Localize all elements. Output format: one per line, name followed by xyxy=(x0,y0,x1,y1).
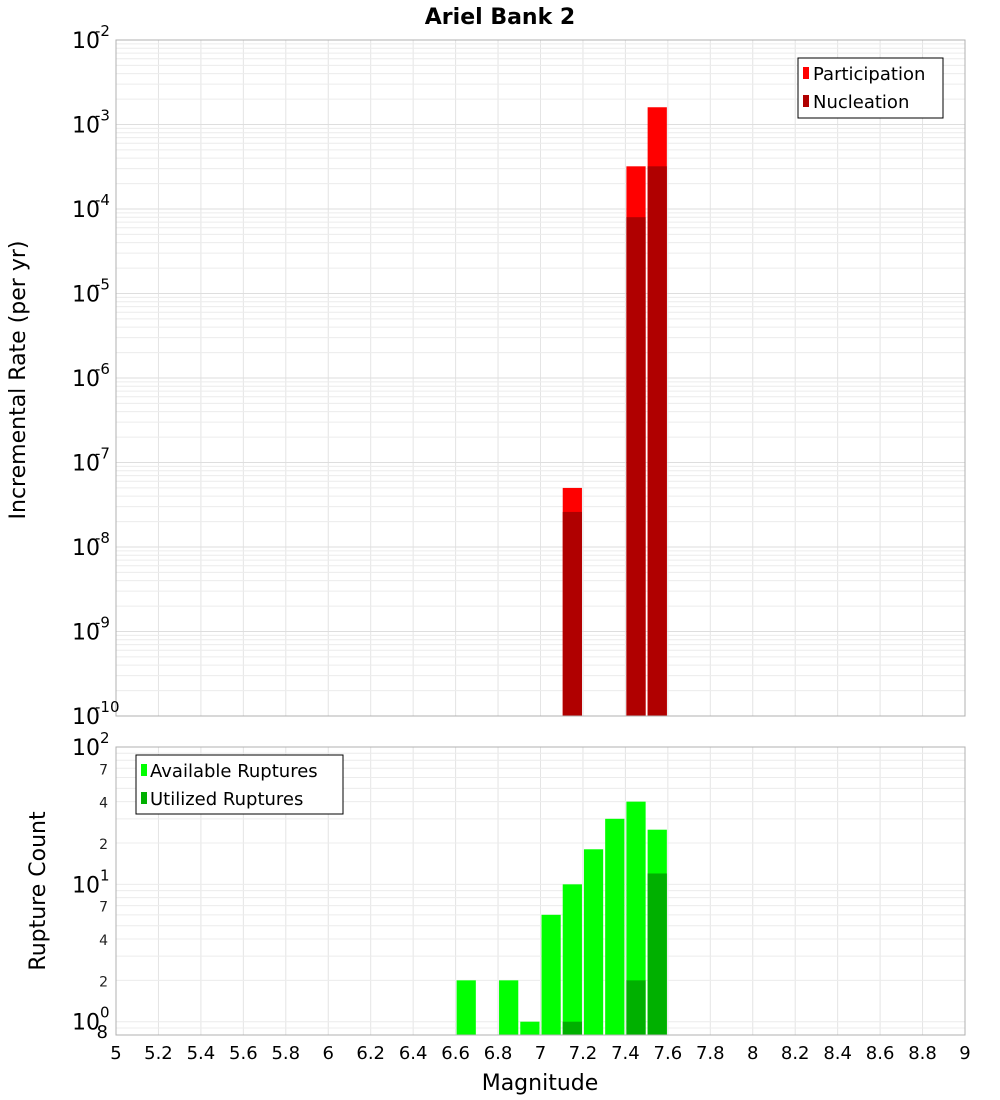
y-tick-mantissa: 10 xyxy=(72,198,100,223)
bar-available-ruptures xyxy=(562,884,582,1035)
y-tick-exponent: -4 xyxy=(95,191,110,209)
x-tick-label: 6.6 xyxy=(441,1043,470,1064)
x-tick-label: 7.2 xyxy=(569,1043,598,1064)
legend-swatch-utilized-ruptures xyxy=(141,792,147,804)
y-tick-exponent: -6 xyxy=(95,360,110,378)
y-tick-mantissa: 10 xyxy=(72,1011,100,1036)
bar-available-ruptures xyxy=(499,980,519,1035)
bottom-legend: Available Ruptures Utilized Ruptures xyxy=(135,754,344,815)
y-minor-tick-label: 8 xyxy=(97,1022,108,1043)
bar-available-ruptures xyxy=(456,980,476,1035)
y-tick-exponent: -10 xyxy=(95,698,120,716)
x-tick-label: 8 xyxy=(747,1043,758,1064)
x-tick-label: 7 xyxy=(535,1043,546,1064)
y-tick-mantissa: 10 xyxy=(72,452,100,477)
y-tick-mantissa: 10 xyxy=(72,736,100,761)
x-tick-label: 7.6 xyxy=(654,1043,683,1064)
x-tick-label: 5.6 xyxy=(229,1043,258,1064)
x-tick-label: 8.6 xyxy=(866,1043,895,1064)
x-tick-label: 8.4 xyxy=(823,1043,852,1064)
bar-available-ruptures xyxy=(626,801,646,1035)
y-tick-mantissa: 10 xyxy=(72,536,100,561)
y-tick-exponent: -9 xyxy=(95,614,110,632)
y-minor-tick-label: 7 xyxy=(99,762,108,778)
x-tick-label: 8.8 xyxy=(908,1043,937,1064)
y-tick-mantissa: 10 xyxy=(72,873,100,898)
y-tick-exponent: -3 xyxy=(95,107,110,125)
y-tick-exponent: 1 xyxy=(100,866,110,884)
legend-label-participation: Participation xyxy=(813,64,925,85)
bar-available-ruptures xyxy=(583,849,604,1035)
y-tick-exponent: -5 xyxy=(95,276,110,294)
bar-utilized-ruptures xyxy=(647,873,667,1035)
bar-nucleation xyxy=(626,217,646,716)
y-tick-exponent: 2 xyxy=(100,729,110,747)
top-y-axis-label: Incremental Rate (per yr) xyxy=(6,241,31,520)
y-tick-exponent: -8 xyxy=(95,529,110,547)
x-tick-label: 5 xyxy=(110,1043,121,1064)
x-tick-label: 6.4 xyxy=(399,1043,428,1064)
bar-available-ruptures xyxy=(541,914,561,1035)
y-minor-tick-label: 4 xyxy=(99,933,108,949)
bar-nucleation xyxy=(647,166,667,716)
x-tick-label: 6.2 xyxy=(356,1043,385,1064)
legend-swatch-participation xyxy=(803,67,809,79)
x-tick-label: 8.2 xyxy=(781,1043,810,1064)
top-legend: Participation Nucleation xyxy=(797,57,944,119)
y-tick-mantissa: 10 xyxy=(72,621,100,646)
bar-utilized-ruptures xyxy=(562,1021,582,1035)
x-tick-label: 5.4 xyxy=(187,1043,216,1064)
x-tick-label: 5.2 xyxy=(144,1043,173,1064)
y-tick-exponent: 0 xyxy=(100,1004,110,1022)
legend-label-nucleation: Nucleation xyxy=(813,92,909,113)
legend-label-utilized-ruptures: Utilized Ruptures xyxy=(150,789,303,810)
y-tick-exponent: -7 xyxy=(95,445,110,463)
top-bars xyxy=(562,107,667,717)
bar-available-ruptures xyxy=(605,818,625,1035)
chart-title: Ariel Bank 2 xyxy=(425,5,575,30)
legend-label-available-ruptures: Available Ruptures xyxy=(150,761,318,782)
bar-available-ruptures xyxy=(520,1021,540,1035)
x-tick-label: 6.8 xyxy=(484,1043,513,1064)
top-gridlines xyxy=(115,40,966,717)
y-minor-tick-label: 7 xyxy=(99,900,108,916)
y-minor-tick-label: 2 xyxy=(99,974,108,990)
x-axis-label: Magnitude xyxy=(482,1071,599,1096)
y-tick-mantissa: 10 xyxy=(72,114,100,139)
x-tick-label: 5.8 xyxy=(271,1043,300,1064)
bar-nucleation xyxy=(562,511,582,716)
y-minor-tick-label: 2 xyxy=(99,837,108,853)
x-tick-label: 6 xyxy=(323,1043,334,1064)
y-minor-tick-label: 4 xyxy=(99,796,108,812)
bottom-y-axis-label: Rupture Count xyxy=(26,811,51,971)
x-tick-label: 9 xyxy=(959,1043,970,1064)
y-tick-mantissa: 10 xyxy=(72,705,100,730)
y-tick-mantissa: 10 xyxy=(72,283,100,308)
x-tick-label: 7.4 xyxy=(611,1043,640,1064)
x-tick-labels: 5 5.2 5.4 5.6 5.8 6 6.2 6.4 6.6 6.8 7 7.2 7.4 7.6 7.8 8… xyxy=(110,1043,970,1064)
y-tick-mantissa: 10 xyxy=(72,367,100,392)
bottom-bars xyxy=(456,801,667,1035)
x-tick-label: 7.8 xyxy=(696,1043,725,1064)
legend-swatch-available-ruptures xyxy=(141,764,147,776)
bar-utilized-ruptures xyxy=(626,980,646,1035)
y-tick-mantissa: 10 xyxy=(72,29,100,54)
y-tick-exponent: -2 xyxy=(95,22,110,40)
legend-swatch-nucleation xyxy=(803,95,809,107)
